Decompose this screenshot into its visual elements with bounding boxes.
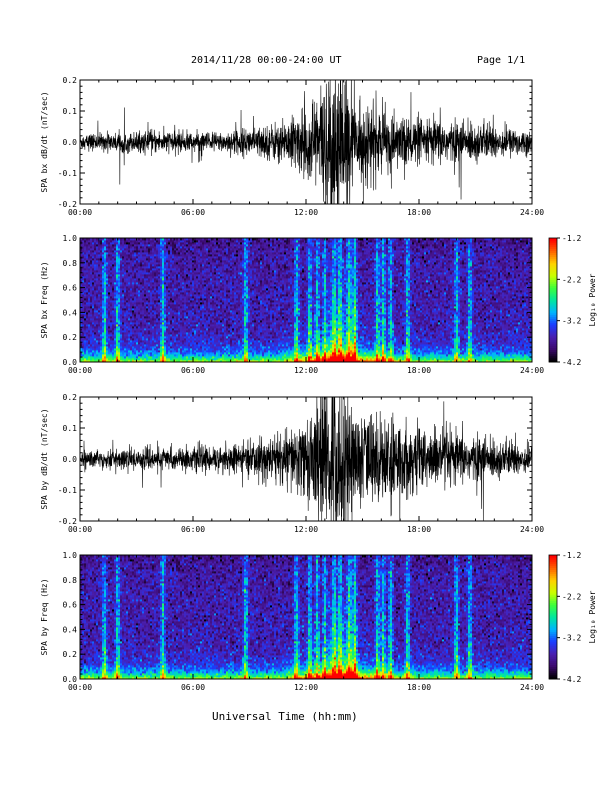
y-tick-label: 0.2 xyxy=(63,333,78,342)
x-tick-label: 06:00 xyxy=(181,208,205,217)
x-tick-label: 18:00 xyxy=(407,208,431,217)
x-tick-label: 12:00 xyxy=(294,366,318,375)
x-tick-label: 24:00 xyxy=(520,366,544,375)
waveform-line xyxy=(80,41,532,255)
x-tick-label: 18:00 xyxy=(407,683,431,692)
x-axis-label: Universal Time (hh:mm) xyxy=(212,711,358,723)
x-tick-label: 00:00 xyxy=(68,683,92,692)
spectrogram-cells xyxy=(80,555,532,679)
y-tick-label: -0.2 xyxy=(58,200,77,209)
colorbar-tick-label: -4.2 xyxy=(562,358,581,367)
x-tick-label: 00:00 xyxy=(68,525,92,534)
y-axis-label: SPA by Freq (Hz) xyxy=(40,578,49,655)
x-tick-label: 24:00 xyxy=(520,683,544,692)
panel-2-colorbar: -1.2 -2.2 -3.2 -4.2 Log₁₀ Power xyxy=(549,234,597,367)
y-tick-label: 0.8 xyxy=(63,576,78,585)
y-tick-label: 0.4 xyxy=(63,625,78,634)
y-tick-label: 0.6 xyxy=(63,284,78,293)
y-tick-label: 0.4 xyxy=(63,308,78,317)
colorbar-tick-label: -1.2 xyxy=(562,551,581,560)
x-tick-label: 12:00 xyxy=(294,208,318,217)
y-tick-label: 0.0 xyxy=(63,675,78,684)
y-tick-label: 0.0 xyxy=(63,455,78,464)
panel-4-colorbar: -1.2 -2.2 -3.2 -4.2 Log₁₀ Power xyxy=(549,551,597,684)
y-tick-label: -0.1 xyxy=(58,169,77,178)
colorbar-label: Log₁₀ Power xyxy=(588,273,597,326)
x-tick-label: 18:00 xyxy=(407,366,431,375)
x-tick-label: 00:00 xyxy=(68,366,92,375)
y-tick-label: 0.1 xyxy=(63,424,78,433)
y-tick-label: 1.0 xyxy=(63,234,78,243)
colorbar-tick-label: -2.2 xyxy=(562,275,581,284)
colorbar-tick-label: -2.2 xyxy=(562,592,581,601)
panels-group: 00:00 06:00 12:00 18:00 24:00 -0.2 -0.1 0.0 0.1 0… xyxy=(40,41,597,692)
y-axis-label: SPA bx Freq (Hz) xyxy=(40,261,49,338)
y-axis-label: SPA by dB/dt (nT/sec) xyxy=(40,408,49,509)
y-tick-label: 0.8 xyxy=(63,259,78,268)
y-tick-label: -0.1 xyxy=(58,486,77,495)
colorbar-tick-label: -1.2 xyxy=(562,234,581,243)
x-tick-label: 24:00 xyxy=(520,525,544,534)
colorbar-tick-label: -4.2 xyxy=(562,675,581,684)
x-tick-label: 18:00 xyxy=(407,525,431,534)
spectrogram-cells xyxy=(80,238,532,362)
x-tick-label: 00:00 xyxy=(68,208,92,217)
x-tick-label: 06:00 xyxy=(181,683,205,692)
y-tick-label: 0.2 xyxy=(63,393,78,402)
panel-1-trace xyxy=(80,41,532,255)
x-tick-label: 06:00 xyxy=(181,366,205,375)
y-tick-label: 0.6 xyxy=(63,601,78,610)
y-tick-label: -0.2 xyxy=(58,517,77,526)
x-tick-label: 24:00 xyxy=(520,208,544,217)
colorbar-tick-label: -3.2 xyxy=(562,317,581,326)
colorbar-label: Log₁₀ Power xyxy=(588,590,597,643)
y-tick-label: 0.0 xyxy=(63,138,78,147)
x-tick-label: 12:00 xyxy=(294,683,318,692)
y-tick-label: 0.2 xyxy=(63,650,78,659)
y-axis-label: SPA bx dB/dt (nT/sec) xyxy=(40,91,49,192)
y-tick-label: 0.2 xyxy=(63,76,78,85)
x-tick-label: 12:00 xyxy=(294,525,318,534)
y-tick-label: 1.0 xyxy=(63,551,78,560)
y-tick-label: 0.0 xyxy=(63,358,78,367)
y-tick-label: 0.1 xyxy=(63,107,78,116)
colorbar-tick-label: -3.2 xyxy=(562,634,581,643)
x-tick-label: 06:00 xyxy=(181,525,205,534)
